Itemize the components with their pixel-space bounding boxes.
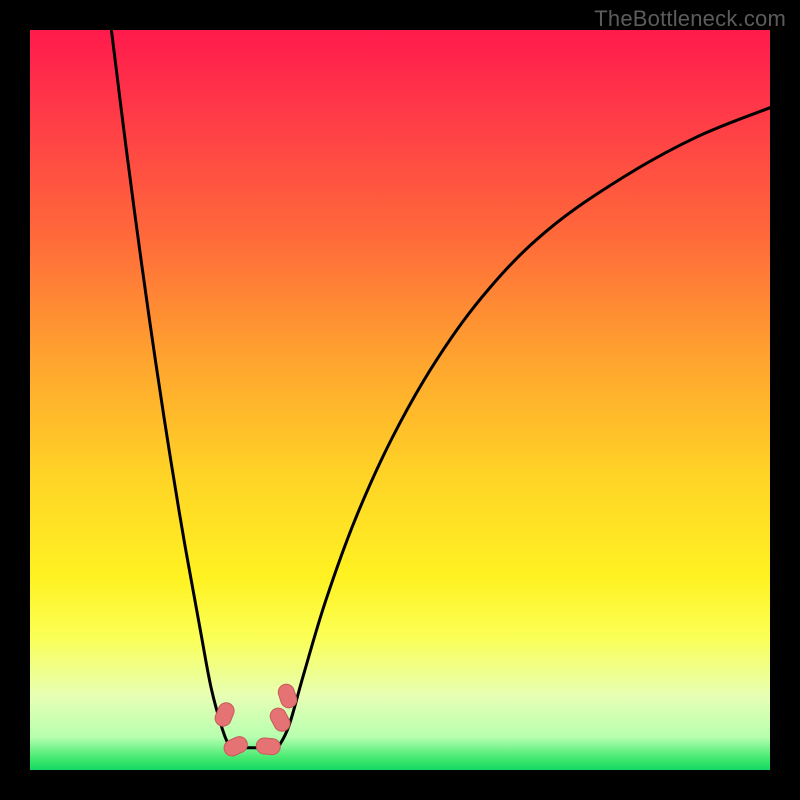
watermark-text: TheBottleneck.com	[594, 6, 786, 32]
gradient-background	[30, 30, 770, 770]
bottleneck-curve-chart	[30, 30, 770, 770]
plot-area	[30, 30, 770, 770]
chart-frame: TheBottleneck.com	[0, 0, 800, 800]
marker	[256, 737, 281, 755]
